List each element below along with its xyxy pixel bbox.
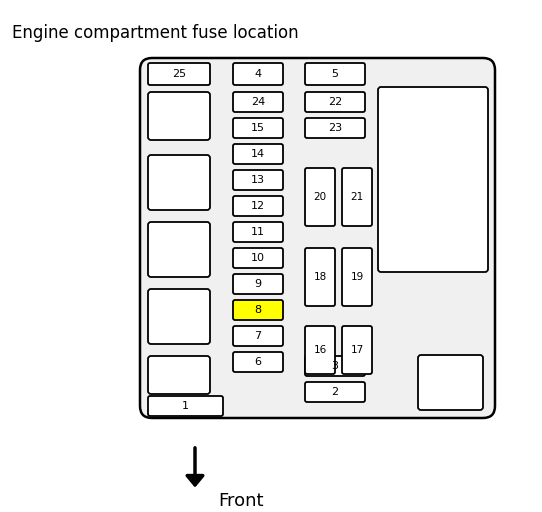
FancyBboxPatch shape [233, 274, 283, 294]
Text: 21: 21 [350, 192, 364, 202]
FancyBboxPatch shape [233, 352, 283, 372]
FancyBboxPatch shape [233, 248, 283, 268]
Text: 5: 5 [332, 69, 339, 79]
FancyBboxPatch shape [148, 155, 210, 210]
FancyBboxPatch shape [148, 92, 210, 140]
FancyBboxPatch shape [233, 63, 283, 85]
Text: 23: 23 [328, 123, 342, 133]
FancyBboxPatch shape [305, 118, 365, 138]
FancyBboxPatch shape [305, 248, 335, 306]
Text: 3: 3 [332, 361, 339, 371]
Text: 18: 18 [313, 272, 327, 282]
Text: 6: 6 [255, 357, 261, 367]
Text: 19: 19 [350, 272, 364, 282]
Text: Engine compartment fuse location: Engine compartment fuse location [12, 24, 299, 42]
FancyBboxPatch shape [342, 248, 372, 306]
FancyBboxPatch shape [148, 63, 210, 85]
FancyBboxPatch shape [233, 118, 283, 138]
FancyBboxPatch shape [342, 326, 372, 374]
FancyBboxPatch shape [148, 289, 210, 344]
Text: 13: 13 [251, 175, 265, 185]
Text: 4: 4 [254, 69, 262, 79]
FancyBboxPatch shape [233, 222, 283, 242]
Text: 14: 14 [251, 149, 265, 159]
FancyBboxPatch shape [378, 87, 488, 272]
Text: 24: 24 [251, 97, 265, 107]
FancyBboxPatch shape [148, 222, 210, 277]
Text: 22: 22 [328, 97, 342, 107]
Text: 25: 25 [172, 69, 186, 79]
FancyBboxPatch shape [418, 355, 483, 410]
Text: 2: 2 [332, 387, 339, 397]
FancyBboxPatch shape [233, 170, 283, 190]
FancyBboxPatch shape [148, 396, 223, 416]
FancyBboxPatch shape [233, 92, 283, 112]
Text: 12: 12 [251, 201, 265, 211]
FancyBboxPatch shape [305, 63, 365, 85]
Text: 15: 15 [251, 123, 265, 133]
Text: 10: 10 [251, 253, 265, 263]
Text: 9: 9 [254, 279, 262, 289]
FancyBboxPatch shape [233, 196, 283, 216]
FancyBboxPatch shape [233, 144, 283, 164]
FancyBboxPatch shape [233, 300, 283, 320]
Text: 16: 16 [313, 345, 327, 355]
Text: 17: 17 [350, 345, 364, 355]
Text: 8: 8 [254, 305, 262, 315]
FancyBboxPatch shape [305, 168, 335, 226]
FancyBboxPatch shape [305, 382, 365, 402]
Text: 7: 7 [254, 331, 262, 341]
Text: Front: Front [218, 492, 263, 510]
Text: 20: 20 [313, 192, 327, 202]
Text: 1: 1 [182, 401, 189, 411]
FancyBboxPatch shape [305, 92, 365, 112]
Text: 11: 11 [251, 227, 265, 237]
FancyBboxPatch shape [140, 58, 495, 418]
FancyBboxPatch shape [233, 326, 283, 346]
FancyBboxPatch shape [305, 326, 335, 374]
FancyBboxPatch shape [342, 168, 372, 226]
FancyBboxPatch shape [148, 356, 210, 394]
FancyBboxPatch shape [305, 356, 365, 376]
